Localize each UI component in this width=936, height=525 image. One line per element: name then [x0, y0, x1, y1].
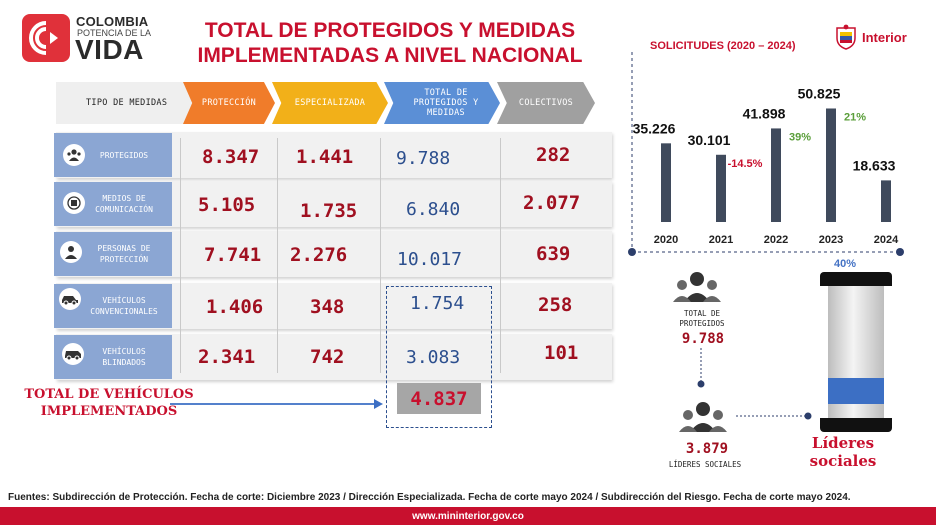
- people-group-icon: [63, 144, 85, 166]
- lideres-label: LÍDERES SOCIALES: [668, 460, 742, 469]
- gauge-fill: [828, 378, 884, 404]
- header-total: TOTAL DE PROTEGIDOS Y MEDIDAS: [384, 82, 500, 124]
- lideres-gauge: [820, 272, 892, 432]
- col-divider: [277, 138, 278, 373]
- col-divider: [500, 138, 501, 373]
- lideres-title: Líderes sociales: [809, 434, 877, 470]
- title-line2: IMPLEMENTADAS A NIVEL NACIONAL: [197, 44, 583, 67]
- cell-protegidos-proteccion: 8.347: [202, 146, 260, 168]
- cell-convencionales-proteccion: 1.406: [206, 296, 264, 318]
- logo-line3: VIDA: [75, 34, 144, 65]
- cell-personas-especializada: 2.276: [290, 244, 348, 266]
- cell-medios-colectivos: 2.077: [523, 192, 581, 214]
- cell-personas-proteccion: 7.741: [204, 244, 262, 266]
- bar-2024: [881, 180, 891, 222]
- gauge-cap-bottom: [820, 418, 892, 432]
- logo-line2: POTENCIA DE LA: [77, 28, 152, 38]
- col-divider: [380, 138, 381, 373]
- cell-convencionales-total: 1.754: [410, 293, 465, 314]
- vehicles-total-label: TOTAL DE VEHÍCULOS IMPLEMENTADOS: [24, 387, 194, 419]
- x-tick-label: 2020: [654, 234, 678, 246]
- cell-protegidos-colectivos: 282: [536, 144, 571, 166]
- armored-car-icon: [62, 343, 84, 365]
- bar-2021: [716, 154, 726, 222]
- cell-personas-colectivos: 639: [536, 243, 571, 265]
- row-label-text: VEHÍCULOS CONVENCIONALES: [90, 296, 158, 316]
- header-proteccion: PROTECCIÓN: [183, 82, 275, 124]
- x-tick-label: 2022: [764, 234, 788, 246]
- bar-value-label: 30.101: [688, 132, 731, 148]
- solicitudes-title: SOLICITUDES (2020 – 2024): [650, 40, 796, 52]
- x-tick-label: 2023: [819, 234, 843, 246]
- arrow-right-icon: [170, 399, 383, 409]
- header-total-text: TOTAL DE PROTEGIDOS Y MEDIDAS: [413, 88, 479, 118]
- bar-2020: [661, 143, 671, 222]
- change-label: 21%: [844, 111, 866, 123]
- row-label-text: VEHÍCULOS BLINDADOS: [102, 347, 146, 367]
- people-group-icon: [679, 402, 727, 432]
- row-label-text: PROTEGIDOS: [99, 150, 149, 160]
- cell-personas-total: 10.017: [397, 249, 463, 270]
- logo-line1: COLOMBIA: [76, 14, 149, 29]
- header-colectivos: COLECTIVOS: [497, 82, 595, 124]
- sources-footer: Fuentes: Subdirección de Protección. Fec…: [8, 492, 851, 503]
- page-title: TOTAL DE PROTEGIDOS Y MEDIDAS IMPLEMENTA…: [180, 18, 600, 68]
- row-label-text: MEDIOS DE COMUNICACIÓN: [95, 194, 153, 214]
- cell-convencionales-especializada: 348: [310, 296, 345, 318]
- bar-2023: [826, 108, 836, 222]
- bar-2022: [771, 128, 781, 222]
- connector-lines: [697, 348, 812, 420]
- bar-value-label: 50.825: [798, 85, 841, 101]
- row-label-text: PERSONAS DE PROTECCIÓN: [97, 244, 151, 264]
- bar-value-label: 35.226: [633, 120, 676, 136]
- cell-medios-especializada: 1.735: [300, 200, 358, 222]
- header-tipo: TIPO DE MEDIDAS: [56, 82, 196, 124]
- bar-value-label: 18.633: [853, 157, 896, 173]
- chart-dot-left: [628, 248, 636, 256]
- x-tick-label: 2021: [709, 234, 733, 246]
- change-label: 39%: [789, 131, 811, 143]
- vehicles-total-box: [386, 286, 492, 428]
- colombia-logo-icon: [22, 14, 70, 62]
- coat-of-arms-icon: [836, 24, 856, 50]
- cell-medios-proteccion: 5.105: [198, 194, 256, 216]
- interior-brand: Interior: [862, 30, 907, 45]
- chart-dot-right: [896, 248, 904, 256]
- solicitudes-chart: 35.226 2020 30.101 2021 -14.5% 41.898 2022 39% 5…: [628, 52, 904, 256]
- change-label: -14.5%: [728, 158, 763, 170]
- website-link[interactable]: www.mininterior.gov.co: [0, 507, 936, 525]
- cell-blindados-colectivos: 101: [544, 342, 579, 364]
- lideres-value: 3.879: [685, 441, 729, 457]
- cell-protegidos-especializada: 1.441: [296, 146, 354, 168]
- title-line1: TOTAL DE PROTEGIDOS Y MEDIDAS: [204, 19, 576, 42]
- car-icon: [59, 288, 81, 310]
- media-icon: [63, 192, 85, 214]
- cell-medios-total: 6.840: [406, 199, 461, 220]
- lideres-percent: 40%: [833, 258, 857, 270]
- bar-value-label: 41.898: [743, 105, 786, 121]
- protegidos-total-value: 9.788: [681, 331, 725, 347]
- vehicles-total-value: 4.837: [397, 383, 481, 414]
- cell-protegidos-total: 9.788: [396, 148, 451, 169]
- people-group-icon: [673, 272, 721, 302]
- x-tick-label: 2024: [874, 234, 899, 246]
- cell-blindados-proteccion: 2.341: [198, 346, 256, 368]
- person-icon: [60, 241, 82, 263]
- cell-blindados-especializada: 742: [310, 346, 345, 368]
- cell-blindados-total: 3.083: [406, 347, 461, 368]
- protegidos-total-label: TOTAL DE PROTEGIDOS: [679, 309, 725, 328]
- col-divider: [180, 138, 181, 373]
- header-especializada: ESPECIALIZADA: [272, 82, 388, 124]
- cell-convencionales-colectivos: 258: [538, 294, 573, 316]
- gauge-cap-top: [820, 272, 892, 286]
